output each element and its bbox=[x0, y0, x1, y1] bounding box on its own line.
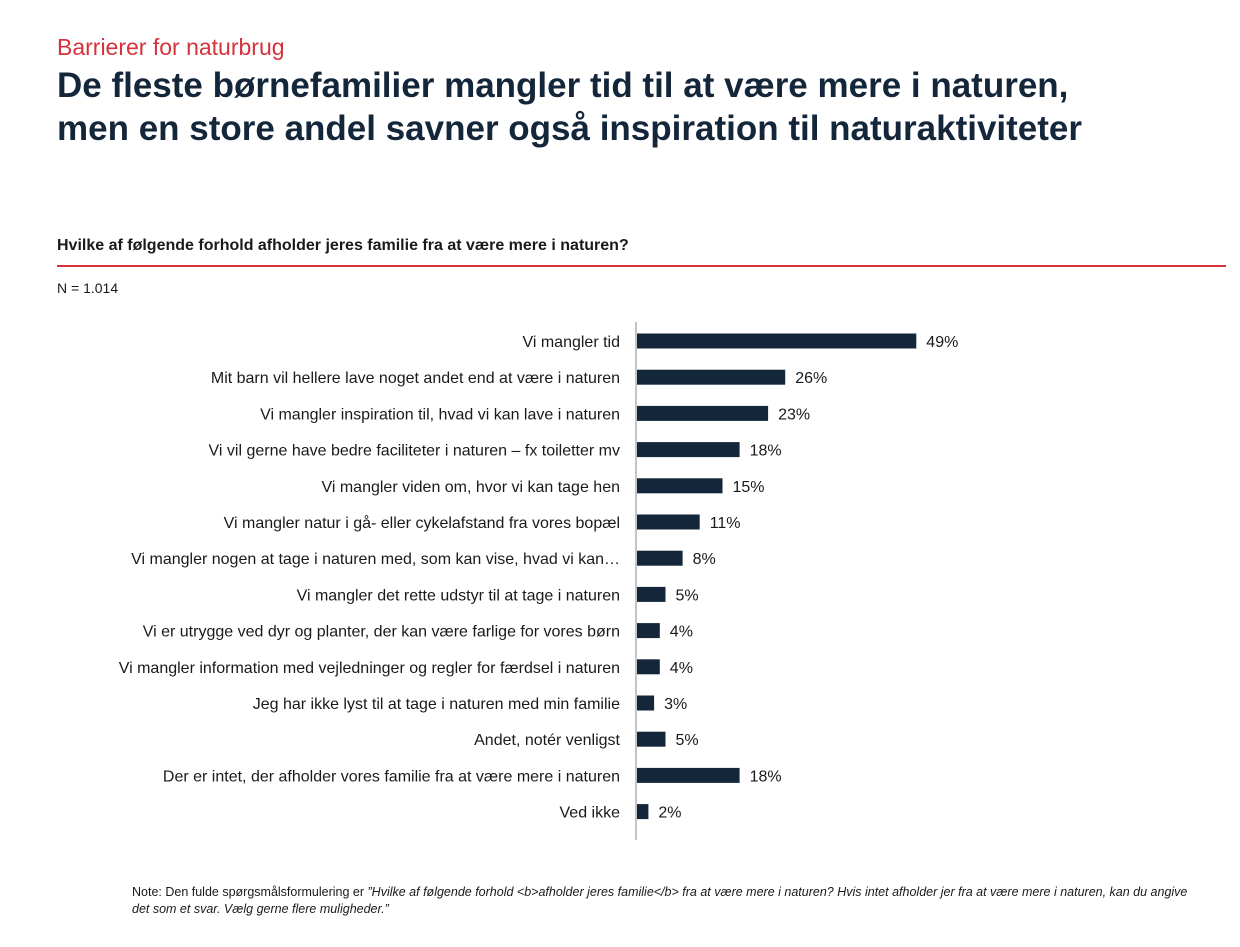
category-label: Vi mangler natur i gå- eller cykelafstan… bbox=[224, 514, 620, 532]
data-label: 5% bbox=[676, 587, 699, 604]
bar bbox=[637, 550, 683, 566]
footnote-quote: ”Hvilke af følgende forhold <b>afholder … bbox=[132, 885, 1188, 916]
bar bbox=[637, 442, 740, 458]
bar bbox=[637, 731, 666, 747]
category-label: Vi er utrygge ved dyr og planter, der ka… bbox=[143, 624, 620, 641]
data-label: 18% bbox=[750, 768, 782, 785]
bar bbox=[637, 333, 917, 349]
data-label: 11% bbox=[710, 515, 741, 532]
category-label: Vi mangler tid bbox=[522, 334, 620, 351]
footnote-prefix: Note: Den fulde spørgsmålsformulering er bbox=[132, 885, 368, 899]
category-label: Andet, notér venligst bbox=[474, 732, 620, 749]
bar bbox=[637, 623, 660, 639]
data-label: 26% bbox=[795, 370, 827, 387]
bar bbox=[637, 659, 660, 675]
bar bbox=[637, 695, 655, 711]
section-kicker: Barrierer for naturbrug bbox=[57, 34, 285, 60]
bar-chart: Vi mangler tid 49% Mit barn vil hellere la… bbox=[119, 322, 958, 840]
data-label: 3% bbox=[664, 696, 687, 713]
footnote: Note: Den fulde spørgsmålsformulering er… bbox=[132, 884, 1202, 918]
chart-question: Hvilke af følgende forhold afholder jere… bbox=[57, 237, 629, 254]
bar bbox=[637, 514, 700, 530]
bar bbox=[637, 369, 786, 385]
bar bbox=[637, 586, 666, 602]
category-label: Vi vil gerne have bedre faciliteter i na… bbox=[209, 443, 620, 460]
data-label: 23% bbox=[778, 406, 810, 423]
category-label: Jeg har ikke lyst til at tage i naturen … bbox=[253, 696, 620, 713]
data-label: 2% bbox=[658, 805, 681, 822]
category-label: Vi mangler viden om, hvor vi kan tage he… bbox=[321, 479, 620, 496]
category-label: Mit barn vil hellere lave noget andet en… bbox=[211, 370, 620, 387]
data-label: 49% bbox=[926, 334, 958, 351]
category-label: Vi mangler inspiration til, hvad vi kan … bbox=[260, 406, 620, 423]
category-label: Der er intet, der afholder vores familie… bbox=[163, 768, 620, 785]
bar bbox=[637, 478, 723, 494]
divider-rule bbox=[57, 265, 1226, 267]
sample-size: N = 1.014 bbox=[57, 280, 119, 296]
data-label: 8% bbox=[693, 551, 716, 568]
category-label: Vi mangler information med vejledninger … bbox=[119, 660, 620, 677]
category-label: Vi mangler det rette udstyr til at tage … bbox=[297, 587, 620, 604]
category-label: Vi mangler nogen at tage i naturen med, … bbox=[131, 551, 620, 568]
bar bbox=[637, 804, 649, 820]
data-label: 15% bbox=[733, 479, 765, 496]
data-label: 4% bbox=[670, 624, 693, 641]
data-label: 18% bbox=[750, 443, 782, 460]
category-label: Ved ikke bbox=[560, 805, 621, 822]
bar bbox=[637, 767, 740, 783]
data-label: 4% bbox=[670, 660, 693, 677]
title-line-2: men en store andel savner også inspirati… bbox=[57, 109, 1083, 148]
bar bbox=[637, 405, 769, 421]
data-label: 5% bbox=[676, 732, 699, 749]
page-title: De fleste børnefamilier mangler tid til … bbox=[57, 64, 1227, 150]
title-line-1: De fleste børnefamilier mangler tid til … bbox=[57, 66, 1069, 105]
